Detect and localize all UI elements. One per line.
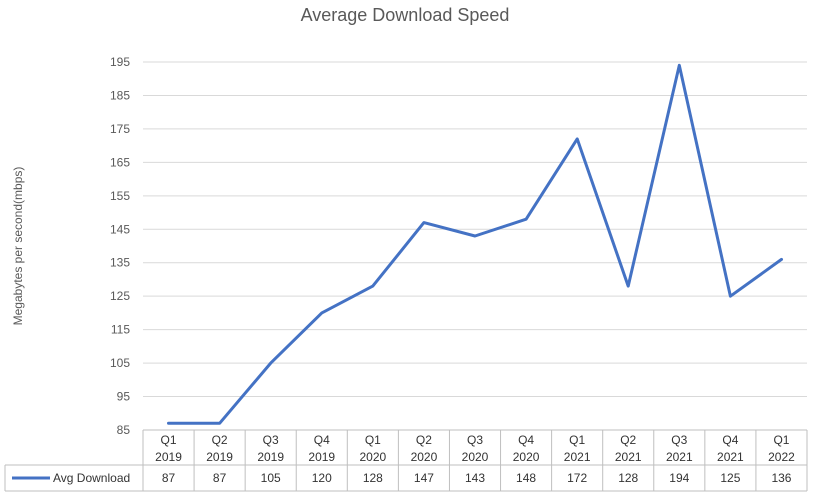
x-category-quarter: Q2 [212,433,228,447]
data-value-label: 105 [261,471,281,485]
data-value-label: 194 [669,471,689,485]
y-tick-label: 165 [110,155,130,169]
y-tick-label: 155 [110,189,130,203]
data-value-label: 172 [567,471,587,485]
data-value-label: 128 [363,471,383,485]
data-value-label: 143 [465,471,485,485]
y-tick-label: 135 [110,256,130,270]
chart-title: Average Download Speed [301,5,510,25]
legend-label: Avg Download [53,471,130,485]
x-category-quarter: Q1 [161,433,177,447]
x-category-quarter: Q1 [365,433,381,447]
y-tick-label: 195 [110,55,130,69]
gridlines [143,61,807,431]
x-category-quarter: Q1 [569,433,585,447]
data-value-label: 148 [516,471,536,485]
x-category-quarter: Q3 [467,433,483,447]
x-category-year: 2021 [615,450,642,464]
x-category-year: 2020 [462,450,489,464]
y-tick-label: 85 [117,423,131,437]
y-tick-label: 175 [110,122,130,136]
series-line [167,63,783,425]
data-value-label: 120 [312,471,332,485]
x-category-quarter: Q1 [773,433,789,447]
data-value-label: 128 [618,471,638,485]
data-value-label: 125 [720,471,740,485]
series-layer [167,63,783,425]
data-value-label: 87 [162,471,176,485]
data-table: Q1 2019 Q2 2019 Q3 2019 Q4 2019 Q1 2020 Q2 2020 Q3 20… [4,429,808,492]
data-value-label: 87 [213,471,227,485]
x-category-quarter: Q3 [671,433,687,447]
y-tick-label: 95 [117,390,131,404]
y-tick-label: 125 [110,289,130,303]
y-tick-label: 115 [111,323,130,337]
x-category-quarter: Q3 [263,433,279,447]
y-axis-label: Megabytes per second(mbps) [11,167,25,326]
x-category-quarter: Q4 [518,433,534,447]
x-category-year: 2019 [206,450,233,464]
y-tick-label: 105 [110,356,130,370]
y-tick-label: 185 [110,88,130,102]
x-category-quarter: Q4 [722,433,738,447]
x-category-quarter: Q2 [416,433,432,447]
y-axis-ticks: 85 95 105 115 125 135 145 155 165 175 185 195 [110,55,130,437]
x-category-year: 2020 [411,450,438,464]
y-tick-label: 145 [110,222,130,236]
x-category-year: 2020 [513,450,540,464]
x-category-year: 2019 [257,450,284,464]
x-category-year: 2022 [768,450,795,464]
data-value-label: 136 [771,471,791,485]
x-category-year: 2021 [666,450,693,464]
x-category-quarter: Q4 [314,433,330,447]
x-category-quarter: Q2 [620,433,636,447]
x-category-year: 2021 [717,450,744,464]
x-category-year: 2019 [155,450,182,464]
x-category-year: 2021 [564,450,591,464]
x-category-year: 2020 [359,450,386,464]
data-value-label: 147 [414,471,434,485]
x-category-year: 2019 [308,450,335,464]
